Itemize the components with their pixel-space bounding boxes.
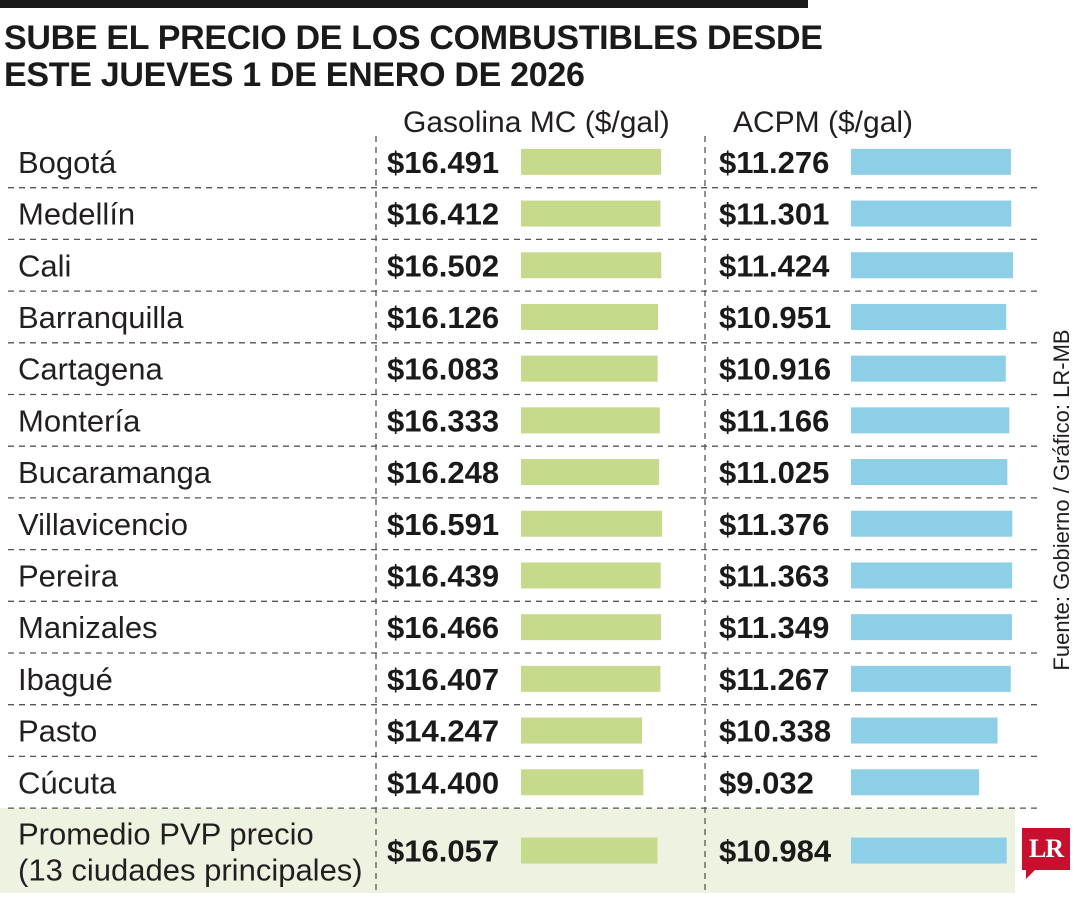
acpm-value-label: $11.301 [719, 197, 829, 232]
gasolina-bar [521, 562, 661, 589]
acpm-value-label: $10.338 [719, 714, 831, 749]
gasolina-value-label: $16.333 [387, 403, 499, 438]
gasolina-bar [521, 407, 660, 434]
acpm-bar [851, 562, 1013, 589]
summary-acpm-bar [851, 837, 1007, 864]
gasolina-value-label: $16.083 [387, 352, 499, 387]
lr-logo: LR [1022, 828, 1070, 879]
gasolina-bar [521, 148, 662, 175]
acpm-value-label: $11.424 [719, 248, 830, 283]
acpm-value-label: $10.916 [719, 352, 831, 387]
gasolina-bar [521, 614, 661, 641]
gasolina-value-label: $16.126 [387, 300, 499, 335]
chart-title: SUBE EL PRECIO DE LOS COMBUSTIBLES DESDE… [4, 20, 1004, 94]
gasolina-bar [521, 459, 660, 486]
acpm-value-label: $11.166 [719, 403, 829, 438]
top-rule [0, 0, 808, 8]
title-line-1: SUBE EL PRECIO DE LOS COMBUSTIBLES DESDE [4, 19, 823, 57]
acpm-bar [851, 355, 1006, 382]
gasolina-bar [521, 769, 644, 796]
gasolina-bar [521, 200, 661, 227]
gasolina-bar [521, 665, 661, 692]
gasolina-value-label: $16.491 [387, 145, 499, 180]
acpm-value-label: $11.349 [719, 610, 829, 645]
acpm-value-label: $10.951 [719, 300, 831, 335]
gasolina-value-label: $16.591 [387, 507, 499, 542]
acpm-value-label: $11.025 [719, 455, 829, 490]
summary-label-line-2: (13 ciudades principales) [18, 853, 363, 888]
category-label: Bucaramanga [18, 455, 212, 490]
gasolina-bar [521, 252, 662, 279]
gasolina-bar [521, 510, 662, 537]
lr-logo-tail [1026, 869, 1036, 879]
lr-logo-mark: LR [1022, 828, 1070, 870]
gasolina-bar [521, 355, 658, 382]
gasolina-value-label: $16.466 [387, 610, 499, 645]
category-label: Ibagué [18, 662, 113, 697]
category-label: Pereira [18, 558, 119, 593]
gasolina-value-label: $16.248 [387, 455, 499, 490]
acpm-value-label: $11.276 [719, 145, 829, 180]
summary-gasolina-bar [521, 837, 658, 864]
acpm-value-label: $11.376 [719, 507, 829, 542]
acpm-bar [851, 510, 1013, 537]
column-header-acpm: ACPM ($/gal) [733, 106, 914, 139]
gasolina-bar [521, 717, 643, 744]
gasolina-value-label: $16.502 [387, 248, 499, 283]
gasolina-value-label: $14.400 [387, 765, 499, 800]
category-label: Barranquilla [18, 300, 184, 335]
category-label: Cali [18, 248, 71, 283]
gasolina-value-label: $16.439 [387, 558, 499, 593]
acpm-bar [851, 407, 1010, 434]
gasolina-value-label: $16.407 [387, 662, 499, 697]
summary-acpm-value: $10.984 [719, 834, 832, 869]
acpm-bar [851, 148, 1011, 175]
column-header-gasolina: Gasolina MC ($/gal) [403, 106, 670, 139]
acpm-bar [851, 614, 1012, 641]
gasolina-value-label: $14.247 [387, 714, 499, 749]
summary-label-line-1: Promedio PVP precio [18, 817, 314, 852]
category-label: Cartagena [18, 352, 164, 387]
summary-gasolina-value: $16.057 [387, 834, 499, 869]
acpm-value-label: $9.032 [719, 765, 814, 800]
acpm-bar [851, 665, 1011, 692]
acpm-bar [851, 459, 1008, 486]
summary-row-background [0, 808, 1015, 893]
title-line-2: ESTE JUEVES 1 DE ENERO DE 2026 [4, 56, 585, 94]
source-note: Fuente: Gobierno / Gráfico: LR-MB [1049, 329, 1074, 671]
gasolina-bar [521, 303, 659, 330]
acpm-value-label: $11.363 [719, 558, 829, 593]
acpm-bar [851, 200, 1012, 227]
acpm-bar [851, 303, 1007, 330]
category-label: Pasto [18, 714, 97, 749]
gasolina-value-label: $16.412 [387, 197, 499, 232]
category-label: Manizales [18, 610, 158, 645]
category-label: Medellín [18, 197, 135, 232]
category-label: Montería [18, 403, 141, 438]
acpm-value-label: $11.267 [719, 662, 829, 697]
acpm-bar [851, 769, 980, 796]
acpm-bar [851, 252, 1013, 279]
acpm-bar [851, 717, 998, 744]
category-label: Villavicencio [18, 507, 188, 542]
category-label: Cúcuta [18, 765, 117, 800]
category-label: Bogotá [18, 145, 117, 180]
